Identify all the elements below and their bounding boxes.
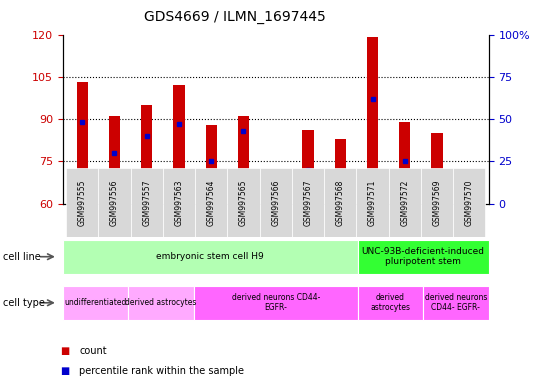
- FancyBboxPatch shape: [358, 286, 423, 320]
- Text: GSM997555: GSM997555: [78, 179, 87, 226]
- Text: GDS4669 / ILMN_1697445: GDS4669 / ILMN_1697445: [144, 10, 325, 23]
- Text: cell type: cell type: [3, 298, 45, 308]
- FancyBboxPatch shape: [324, 168, 357, 237]
- Bar: [76, 83, 88, 204]
- Bar: [399, 122, 411, 204]
- Text: derived
astrocytes: derived astrocytes: [370, 293, 411, 313]
- Bar: [141, 105, 152, 204]
- Text: ■: ■: [60, 366, 69, 376]
- FancyBboxPatch shape: [453, 168, 485, 237]
- FancyBboxPatch shape: [98, 168, 130, 237]
- Text: ■: ■: [60, 346, 69, 356]
- Text: count: count: [79, 346, 107, 356]
- Text: GSM997569: GSM997569: [432, 179, 442, 226]
- Bar: [431, 133, 443, 204]
- FancyBboxPatch shape: [66, 168, 98, 237]
- Text: embryonic stem cell H9: embryonic stem cell H9: [156, 252, 264, 261]
- Bar: [109, 116, 120, 204]
- Text: GSM997566: GSM997566: [271, 179, 280, 226]
- FancyBboxPatch shape: [128, 286, 194, 320]
- Bar: [464, 195, 475, 204]
- Text: derived neurons
CD44- EGFR-: derived neurons CD44- EGFR-: [425, 293, 487, 313]
- Text: GSM997564: GSM997564: [207, 179, 216, 226]
- Text: undifferentiated: undifferentiated: [64, 298, 127, 307]
- Bar: [302, 130, 313, 204]
- FancyBboxPatch shape: [195, 168, 227, 237]
- Bar: [367, 37, 378, 204]
- Bar: [173, 85, 185, 204]
- Text: derived astrocytes: derived astrocytes: [126, 298, 197, 307]
- FancyBboxPatch shape: [421, 168, 453, 237]
- Bar: [205, 125, 217, 204]
- Text: GSM997572: GSM997572: [400, 179, 410, 225]
- Text: derived neurons CD44-
EGFR-: derived neurons CD44- EGFR-: [232, 293, 320, 313]
- Text: GSM997567: GSM997567: [304, 179, 312, 226]
- Text: GSM997570: GSM997570: [465, 179, 474, 226]
- FancyBboxPatch shape: [227, 168, 259, 237]
- FancyBboxPatch shape: [63, 240, 358, 274]
- FancyBboxPatch shape: [423, 286, 489, 320]
- FancyBboxPatch shape: [358, 240, 489, 274]
- FancyBboxPatch shape: [63, 286, 128, 320]
- Text: GSM997568: GSM997568: [336, 179, 345, 225]
- FancyBboxPatch shape: [130, 168, 163, 237]
- FancyBboxPatch shape: [163, 168, 195, 237]
- Bar: [238, 116, 249, 204]
- Text: GSM997556: GSM997556: [110, 179, 119, 226]
- Text: UNC-93B-deficient-induced
pluripotent stem: UNC-93B-deficient-induced pluripotent st…: [361, 247, 485, 266]
- FancyBboxPatch shape: [292, 168, 324, 237]
- Text: percentile rank within the sample: percentile rank within the sample: [79, 366, 244, 376]
- Text: cell line: cell line: [3, 252, 40, 262]
- Text: GSM997565: GSM997565: [239, 179, 248, 226]
- Text: GSM997563: GSM997563: [174, 179, 183, 226]
- Text: GSM997557: GSM997557: [142, 179, 151, 226]
- FancyBboxPatch shape: [389, 168, 421, 237]
- FancyBboxPatch shape: [194, 286, 358, 320]
- Bar: [270, 195, 281, 204]
- FancyBboxPatch shape: [259, 168, 292, 237]
- FancyBboxPatch shape: [357, 168, 389, 237]
- Bar: [335, 139, 346, 204]
- Text: GSM997571: GSM997571: [368, 179, 377, 225]
